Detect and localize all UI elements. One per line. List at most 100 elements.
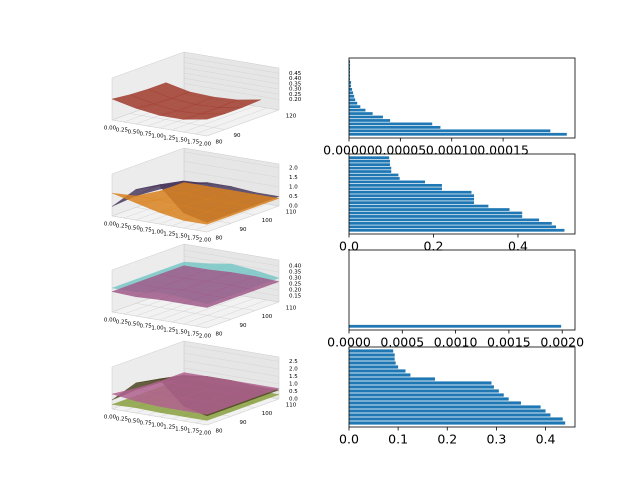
x-tick-label: 2.00 xyxy=(199,431,212,437)
bar xyxy=(349,105,361,109)
surface-axes: 0.00 0.25 0.50 0.75 1.00 1.25 1.50 1.75 2.00 8090… xyxy=(104,243,302,340)
bar xyxy=(349,112,373,115)
z-tick-label: 1.5 xyxy=(289,374,298,380)
bar xyxy=(349,225,556,229)
x-tick-label: 0.75 xyxy=(140,132,153,138)
x-tick-label: 1.25 xyxy=(163,136,176,142)
z-tick-label: 0.30 xyxy=(289,87,302,93)
bar xyxy=(349,63,351,67)
grid-line xyxy=(111,408,208,426)
bar xyxy=(349,163,390,167)
axes-frame xyxy=(348,346,576,428)
surface-patch xyxy=(182,401,232,415)
bar xyxy=(349,156,390,160)
bar xyxy=(349,405,541,409)
grid-line xyxy=(183,170,280,188)
bar xyxy=(349,385,494,389)
x-tick-label: 1.25 xyxy=(163,232,176,238)
bar xyxy=(349,211,523,215)
bar xyxy=(349,87,353,91)
x-tick-label: 1.00 xyxy=(151,134,164,140)
x-tick-label: 0.50 xyxy=(128,226,141,232)
z-tick-label: 1.5 xyxy=(289,175,298,181)
bar xyxy=(349,413,551,417)
bar xyxy=(349,409,546,413)
grid-line xyxy=(183,57,280,74)
grid-line xyxy=(195,107,268,135)
x-tick-label: 0.25 xyxy=(116,320,129,326)
x-tick-label: 1.00 xyxy=(151,326,164,332)
bar xyxy=(349,119,391,122)
grid-line xyxy=(183,352,280,370)
axes-frame xyxy=(348,249,576,331)
bar-axes: 0.0000 0.0005 0.0010 0.0015 0.0020 xyxy=(327,249,584,350)
x-tick-label: 0.75 xyxy=(140,421,153,427)
grid-line xyxy=(111,215,208,233)
bar xyxy=(349,204,489,208)
bar xyxy=(349,180,426,184)
y-tick-label: 100 xyxy=(262,314,273,320)
x-tick-label: 0.1 xyxy=(388,432,408,447)
bar xyxy=(349,221,552,225)
bar xyxy=(349,173,399,177)
z-tick-label: 0.20 xyxy=(289,97,302,103)
y-tick-label: 80 xyxy=(216,236,223,242)
bar xyxy=(349,393,504,397)
x-tick-label: 0.25 xyxy=(116,128,129,134)
grid-line xyxy=(183,78,280,95)
z-tick-label: 0.40 xyxy=(289,76,302,82)
surface-patch xyxy=(183,113,226,120)
grid-line xyxy=(206,398,280,426)
bar-axes: 0.00000 0.00005 0.00010 0.00015 xyxy=(323,57,576,158)
z-tick-label: 0.35 xyxy=(289,81,302,87)
x-tick-label: 0.00 xyxy=(104,222,117,228)
x-tick-label: 0.2 xyxy=(424,239,444,254)
grid-line xyxy=(183,161,280,178)
bar xyxy=(349,194,475,198)
x-tick-label: 0.00 xyxy=(104,318,117,324)
grid-line xyxy=(206,109,280,137)
x-tick-label: 0.00 xyxy=(104,415,117,421)
bar xyxy=(349,218,540,222)
bar xyxy=(349,365,399,369)
x-tick-label: 0.00015 xyxy=(477,143,529,158)
z-tick-label: 0.45 xyxy=(289,71,302,77)
x-tick-label: 1.50 xyxy=(175,427,188,433)
bar xyxy=(349,381,492,385)
bar xyxy=(349,208,510,211)
z-tick-label: 2.5 xyxy=(289,359,298,365)
y-tick-label: 110 xyxy=(286,306,297,312)
bar xyxy=(349,369,406,373)
bar xyxy=(349,421,566,425)
bar xyxy=(349,67,351,71)
bar xyxy=(349,361,396,365)
z-tick-label: 0.15 xyxy=(289,294,302,300)
y-tick-label: 80 xyxy=(216,140,223,146)
bar xyxy=(349,125,441,129)
z-tick-label: 2.0 xyxy=(289,367,298,373)
x-tick-label: 0.25 xyxy=(116,417,129,423)
y-tick-label: 80 xyxy=(216,332,223,338)
bar xyxy=(349,373,411,377)
x-tick-label: 0.25 xyxy=(116,224,129,230)
grid-line xyxy=(183,62,280,79)
y-tick-label: 90 xyxy=(240,420,247,426)
bar xyxy=(349,177,400,180)
x-tick-label: 0.50 xyxy=(128,130,141,136)
grid-line xyxy=(183,105,256,133)
z-tick-label: 0.40 xyxy=(289,264,302,270)
x-tick-label: 0.00005 xyxy=(375,143,427,158)
z-tick-label: 0.5 xyxy=(289,389,298,395)
x-tick-label: 1.00 xyxy=(151,230,164,236)
y-tick-label: 100 xyxy=(262,218,273,224)
bar xyxy=(349,84,352,88)
bar xyxy=(349,74,351,77)
grid-line xyxy=(206,301,280,329)
grid-line xyxy=(183,367,280,385)
z-tick-label: 0.5 xyxy=(289,194,298,200)
x-tick-label: 0.75 xyxy=(140,324,153,330)
x-tick-label: 0.50 xyxy=(128,419,141,425)
x-tick-label: 0.00010 xyxy=(426,143,478,158)
grid-line xyxy=(111,119,208,137)
x-tick-label: 0.0005 xyxy=(380,335,424,350)
